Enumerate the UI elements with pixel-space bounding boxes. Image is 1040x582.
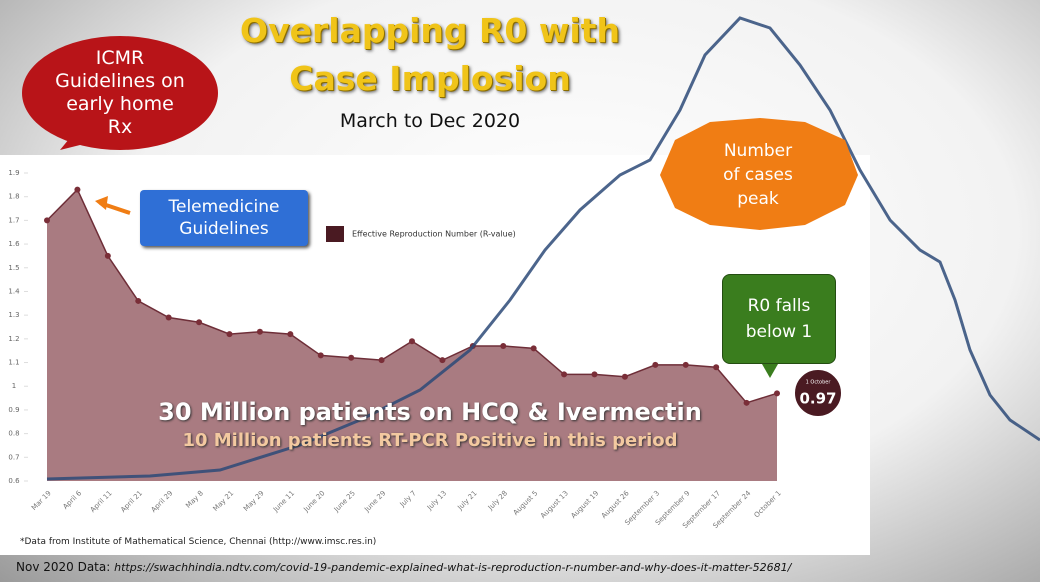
title-line: Case Implosion: [289, 59, 571, 98]
nov-note: 0.9 in Nov 2020: [788, 415, 826, 464]
y-tick-label: 0.8: [8, 430, 19, 438]
point: [74, 186, 81, 193]
y-tick-label: 1.4: [8, 287, 20, 295]
patients-text: 30 Million patients on HCQ & Ivermectin: [158, 398, 702, 426]
callout-tail: [762, 364, 778, 378]
source: Nov 2020 Data: https://swachhindia.ndtv.…: [16, 560, 791, 574]
falls-callout: R0 falls below 1: [722, 274, 836, 364]
value-badge: [793, 368, 843, 418]
point: [591, 371, 598, 378]
point: [165, 314, 172, 321]
legend-label: Effective Reproduction Number (R-value): [352, 230, 516, 239]
point: [621, 373, 628, 380]
point: [561, 371, 568, 378]
arrow-head: [95, 196, 108, 210]
y-tick-label: 1.1: [8, 359, 19, 367]
subtitle: March to Dec 2020: [339, 110, 521, 132]
point: [196, 319, 203, 326]
value-label: 0.97: [799, 390, 836, 408]
value-note: 1 October: [806, 380, 832, 386]
source-url: https://swachhindia.ndtv.com/covid-19-pa…: [114, 561, 792, 574]
cases-curve: [46, 16, 1040, 481]
peak-burst: [660, 118, 858, 230]
positive-text: 10 Million patients RT-PCR Positive in t…: [182, 430, 678, 451]
point: [44, 217, 50, 224]
point: [104, 252, 111, 259]
title-line: Overlapping R0 with: [240, 11, 620, 50]
point: [135, 297, 142, 304]
footnote: *Data from Institute of Mathematical Sci…: [20, 537, 377, 547]
point: [713, 364, 720, 371]
point: [409, 338, 415, 345]
point: [774, 390, 780, 397]
y-tick-label: 1: [12, 382, 16, 390]
point: [317, 352, 324, 359]
icmr-bubble: ICMR Guidelines on early home Rx: [22, 36, 218, 150]
y-tick-label: 1.9: [8, 169, 19, 177]
y-tick-label: 1.5: [8, 264, 19, 272]
point: [348, 354, 355, 361]
y-tick-label: 0.7: [8, 453, 19, 461]
y-tick-label: 1.2: [8, 335, 19, 343]
y-tick-label: 1.8: [8, 193, 19, 201]
legend-swatch: [326, 226, 344, 242]
y-tick-label: 0.9: [8, 406, 19, 414]
point: [743, 399, 750, 406]
telemedicine-box: Telemedicine Guidelines: [140, 190, 308, 246]
point: [226, 331, 233, 338]
point: [682, 361, 689, 368]
point: [378, 357, 385, 364]
y-tick-label: 1.3: [8, 311, 19, 319]
y-tick-label: 0.6: [8, 477, 20, 485]
y-tick-label: 1.6: [8, 240, 20, 248]
y-tick-label: 1.7: [8, 216, 19, 224]
peak-label: Number of cases peak: [723, 141, 793, 209]
point: [287, 331, 294, 338]
source-label: Nov 2020 Data:: [16, 560, 111, 574]
point: [500, 342, 507, 349]
area: [47, 189, 777, 482]
point: [530, 345, 537, 352]
point: [652, 361, 659, 368]
point: [256, 328, 263, 335]
point: [439, 357, 446, 364]
